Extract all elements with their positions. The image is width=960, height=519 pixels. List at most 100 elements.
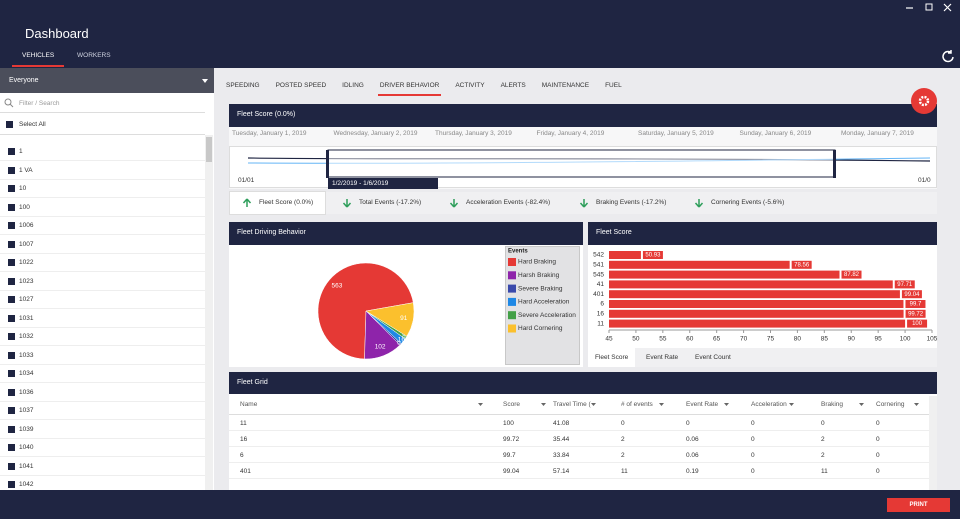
checkbox[interactable] bbox=[8, 277, 15, 285]
vehicle-item[interactable]: 1042 bbox=[19, 481, 34, 488]
chart-tab[interactable]: Fleet Score bbox=[588, 348, 636, 367]
vehicle-item[interactable]: 1027 bbox=[19, 296, 34, 303]
vehicle-item[interactable]: 1007 bbox=[19, 240, 34, 248]
column-header[interactable]: Acceleration bbox=[751, 401, 787, 408]
checkbox[interactable] bbox=[8, 444, 15, 451]
vehicle-item[interactable]: 1034 bbox=[19, 370, 34, 377]
section-tab[interactable]: DRIVER BEHAVIOR bbox=[377, 82, 442, 96]
scroll-thumb[interactable] bbox=[206, 137, 212, 162]
section-tab[interactable]: MAINTENANCE bbox=[541, 82, 590, 89]
vehicle-item[interactable]: 1023 bbox=[19, 277, 34, 285]
checkbox[interactable] bbox=[8, 351, 15, 359]
grid-cell: 57.14 bbox=[553, 468, 570, 475]
vehicle-item[interactable]: 1033 bbox=[19, 351, 34, 359]
tab-row: SPEEDING POSTED SPEED IDLING DRIVER BEHAVIO… bbox=[224, 82, 624, 96]
column-header[interactable]: Braking bbox=[821, 401, 844, 408]
checkbox[interactable] bbox=[8, 240, 15, 248]
divider bbox=[0, 289, 205, 291]
column-header[interactable]: Travel Time ( bbox=[553, 401, 591, 408]
trend-label[interactable]: Acceleration Events (-82.4%) bbox=[466, 199, 551, 206]
checkbox[interactable] bbox=[8, 259, 15, 266]
group-dropdown[interactable] bbox=[0, 68, 214, 93]
header-tab[interactable]: WORKERS bbox=[77, 52, 111, 59]
column-header[interactable]: # of events bbox=[621, 401, 653, 408]
date-label: Friday, January 4, 2019 bbox=[536, 130, 605, 137]
vehicle-item[interactable]: 1037 bbox=[19, 407, 34, 414]
divider bbox=[0, 215, 205, 217]
grid-cell: 0 bbox=[751, 468, 755, 475]
checkbox[interactable] bbox=[6, 121, 13, 128]
divider bbox=[0, 308, 205, 309]
vehicle-item[interactable]: 1036 bbox=[19, 388, 34, 396]
grid-cell: 16 bbox=[240, 436, 248, 443]
scrollbar bbox=[929, 396, 937, 490]
panel-title: Fleet Grid bbox=[237, 379, 268, 386]
vehicle-item[interactable]: 10 bbox=[19, 185, 27, 192]
range-label[interactable]: 1/2/2019 - 1/6/2019 bbox=[328, 178, 438, 189]
vehicle-item[interactable]: 1006 bbox=[19, 222, 34, 229]
grid-cell: 0.06 bbox=[686, 436, 699, 443]
column-header[interactable]: Event Rate bbox=[686, 401, 719, 408]
timeline-label: 01/0 bbox=[918, 177, 931, 184]
vehicle-item[interactable]: 1031 bbox=[19, 314, 34, 322]
grid-cell: 0 bbox=[876, 452, 880, 459]
legend-box bbox=[505, 246, 580, 365]
section-tab[interactable]: SPEEDING bbox=[226, 82, 260, 89]
vehicle-item[interactable]: 100 bbox=[19, 203, 30, 211]
checkbox[interactable] bbox=[8, 425, 15, 433]
tab-underline bbox=[12, 65, 64, 67]
panel-header bbox=[229, 372, 937, 394]
trend-label[interactable]: Cornering Events (-5.6%) bbox=[711, 199, 785, 206]
section-tab[interactable]: IDLING bbox=[342, 82, 364, 89]
checkbox[interactable] bbox=[8, 462, 15, 470]
checkbox[interactable] bbox=[8, 333, 15, 340]
grid-cell: 100 bbox=[503, 420, 514, 427]
divider bbox=[229, 414, 929, 415]
checkbox[interactable] bbox=[8, 407, 15, 414]
divider bbox=[0, 345, 205, 346]
trend-label[interactable]: Total Events (-17.2%) bbox=[359, 199, 422, 206]
checkbox[interactable] bbox=[8, 296, 15, 303]
header-tab[interactable]: VEHICLES bbox=[22, 52, 55, 59]
checkbox[interactable] bbox=[8, 166, 15, 174]
trend-label[interactable]: Braking Events (-17.2%) bbox=[596, 199, 667, 206]
section-tab[interactable]: ALERTS bbox=[500, 82, 526, 89]
date-label: Thursday, January 3, 2019 bbox=[435, 130, 512, 137]
grid-cell: 11 bbox=[240, 420, 247, 427]
checkbox[interactable] bbox=[8, 148, 15, 155]
vehicle-item[interactable]: 1041 bbox=[19, 462, 34, 470]
chart-tab[interactable]: Event Count bbox=[695, 354, 731, 361]
column-header[interactable]: Cornering bbox=[876, 401, 905, 408]
vehicle-item[interactable]: 1 bbox=[19, 148, 23, 155]
vehicle-item[interactable]: 1032 bbox=[19, 333, 34, 340]
divider bbox=[0, 326, 205, 328]
scrollbar bbox=[205, 135, 213, 490]
section-tab[interactable]: POSTED SPEED bbox=[275, 82, 327, 89]
vehicle-item[interactable]: 1040 bbox=[19, 444, 34, 451]
checkbox[interactable] bbox=[8, 314, 15, 322]
section-tab[interactable]: ACTIVITY bbox=[455, 82, 485, 89]
trend-label[interactable]: Fleet Score (0.0%) bbox=[259, 199, 314, 206]
vehicle-item[interactable]: 1022 bbox=[19, 259, 34, 266]
timeline-label: 01/01 bbox=[238, 177, 255, 184]
checkbox[interactable] bbox=[8, 370, 15, 377]
chart-tabs bbox=[588, 348, 937, 367]
divider bbox=[0, 474, 205, 476]
chart-tab[interactable]: Event Rate bbox=[646, 354, 679, 361]
checkbox[interactable] bbox=[8, 481, 15, 488]
column-header[interactable]: Score bbox=[503, 401, 520, 408]
panel-header bbox=[229, 222, 583, 245]
divider bbox=[0, 112, 205, 113]
checkbox[interactable] bbox=[8, 222, 15, 229]
column-header[interactable]: Name bbox=[240, 401, 258, 408]
checkbox[interactable] bbox=[8, 388, 15, 396]
search-placeholder: Filter / Search bbox=[19, 100, 60, 107]
print-button[interactable]: PRINT bbox=[887, 498, 950, 512]
vehicle-item[interactable]: 1 VA bbox=[19, 166, 33, 174]
vehicle-item[interactable]: 1039 bbox=[19, 425, 34, 433]
checkbox[interactable] bbox=[8, 185, 15, 192]
divider bbox=[0, 134, 205, 135]
checkbox[interactable] bbox=[8, 203, 15, 211]
footer-bar bbox=[0, 490, 960, 519]
section-tab[interactable]: FUEL bbox=[605, 82, 622, 89]
